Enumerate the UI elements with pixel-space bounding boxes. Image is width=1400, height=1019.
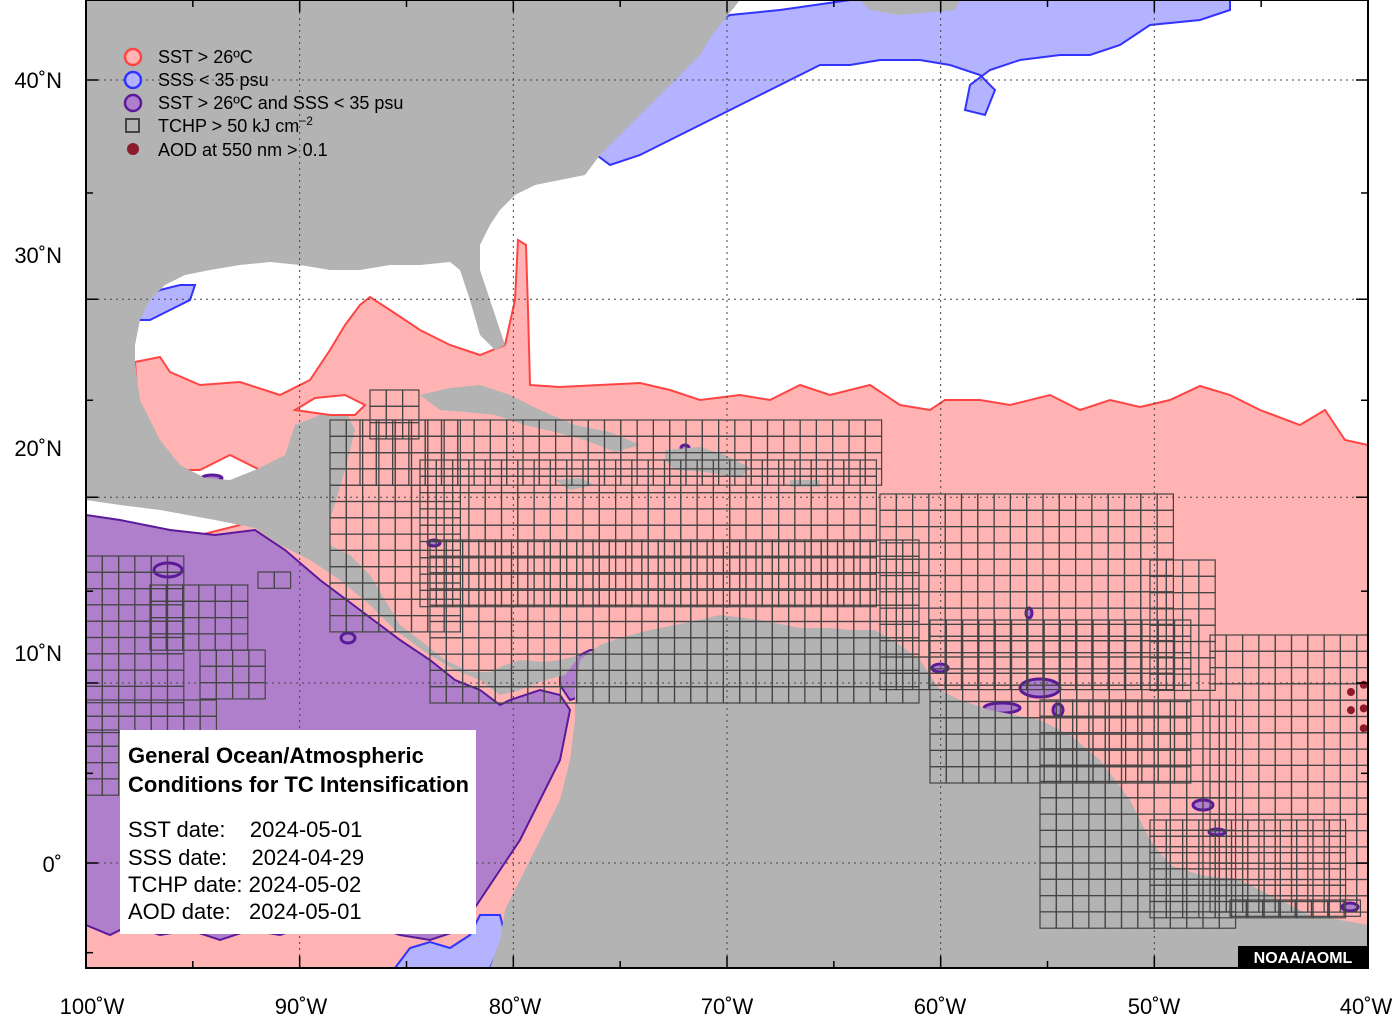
aod-dot-icon — [127, 143, 139, 155]
credit-text: NOAA/AOML — [1254, 950, 1353, 967]
aod-date-text: AOD date: 2024-05-01 — [128, 899, 362, 924]
tchp-date-text: TCHP date: 2024-05-02 — [128, 872, 361, 897]
sst-circle-icon — [123, 47, 143, 67]
tchp-cell — [902, 686, 920, 704]
aod-point — [1346, 688, 1355, 697]
lon-label-70w: 70˚W — [701, 994, 754, 1019]
tchp-grid — [86, 389, 1368, 929]
combined-circle-icon — [123, 93, 143, 113]
legend-combined-label: SST > 26ºC and SSS < 35 psu — [158, 93, 403, 113]
tchp-cell — [1156, 672, 1174, 691]
lon-label-90w: 90˚W — [275, 994, 328, 1019]
aod-point — [1346, 706, 1355, 715]
tchp-cell — [1356, 895, 1368, 913]
info-title-line2: Conditions for TC Intensification — [128, 772, 469, 797]
info-box-background — [120, 730, 476, 934]
lat-label-40n: 40˚N — [14, 68, 62, 93]
sst-date-text: SST date: 2024-05-01 — [128, 817, 362, 842]
credit-badge: NOAA/AOML — [1238, 946, 1368, 968]
tchp-cell — [1218, 911, 1237, 929]
tchp-cell — [443, 614, 462, 633]
aod-point — [1359, 680, 1368, 689]
legend-tchp-label: TCHP > 50 kJ cm−2 — [158, 114, 313, 136]
tchp-cell — [1198, 673, 1216, 691]
aod-point — [1359, 704, 1368, 713]
tchp-cell — [248, 681, 266, 700]
credit-background — [1238, 946, 1368, 968]
tchp-cell — [859, 589, 877, 608]
lat-label-0: 0˚ — [42, 852, 62, 877]
tchp-cell — [166, 685, 185, 704]
longitude-axis: 100˚W 90˚W 80˚W 70˚W 60˚W 50˚W 40˚W — [60, 994, 1393, 1019]
latitude-axis: 40˚N 30˚N 20˚N 10˚N 0˚ — [14, 68, 62, 877]
land-north-america — [86, 0, 740, 695]
sss-circle-icon — [123, 70, 143, 90]
land-cuba — [420, 385, 640, 452]
graticule — [86, 0, 1368, 968]
lat-label-20n: 20˚N — [14, 436, 62, 461]
lat-label-10n: 10˚N — [14, 641, 62, 666]
lon-label-40w: 40˚W — [1340, 994, 1393, 1019]
tchp-cell — [273, 571, 292, 589]
tchp-square-icon — [125, 118, 140, 133]
tchp-cell — [402, 422, 420, 440]
lat-label-30n: 30˚N — [14, 243, 62, 268]
info-title-line1: General Ocean/Atmospheric — [128, 743, 424, 768]
lon-label-100w: 100˚W — [60, 994, 125, 1019]
legend-aod-label: AOD at 550 nm > 0.1 — [158, 140, 328, 160]
lon-label-50w: 50˚W — [1128, 994, 1181, 1019]
aod-point — [1359, 724, 1368, 733]
tchp-cell — [864, 468, 883, 486]
legend: SST > 26ºC SSS < 35 psu SST > 26ºC and S… — [123, 47, 403, 160]
legend-sst-label: SST > 26ºC — [158, 47, 253, 67]
tchp-cell — [101, 778, 120, 796]
lon-label-80w: 80˚W — [489, 994, 542, 1019]
tchp-cell — [1173, 766, 1192, 784]
tchp-cell — [1328, 900, 1347, 919]
lon-label-60w: 60˚W — [914, 994, 967, 1019]
land-jamaica — [555, 478, 595, 490]
tchp-cell — [1343, 899, 1361, 917]
land-cape-cod-region — [860, 0, 960, 15]
legend-sss-label: SSS < 35 psu — [158, 70, 269, 90]
sss-date-text: SSS date: 2024-04-29 — [128, 845, 364, 870]
info-box: General Ocean/Atmospheric Conditions for… — [120, 730, 476, 934]
ocean-gap-yucatan — [292, 393, 367, 416]
